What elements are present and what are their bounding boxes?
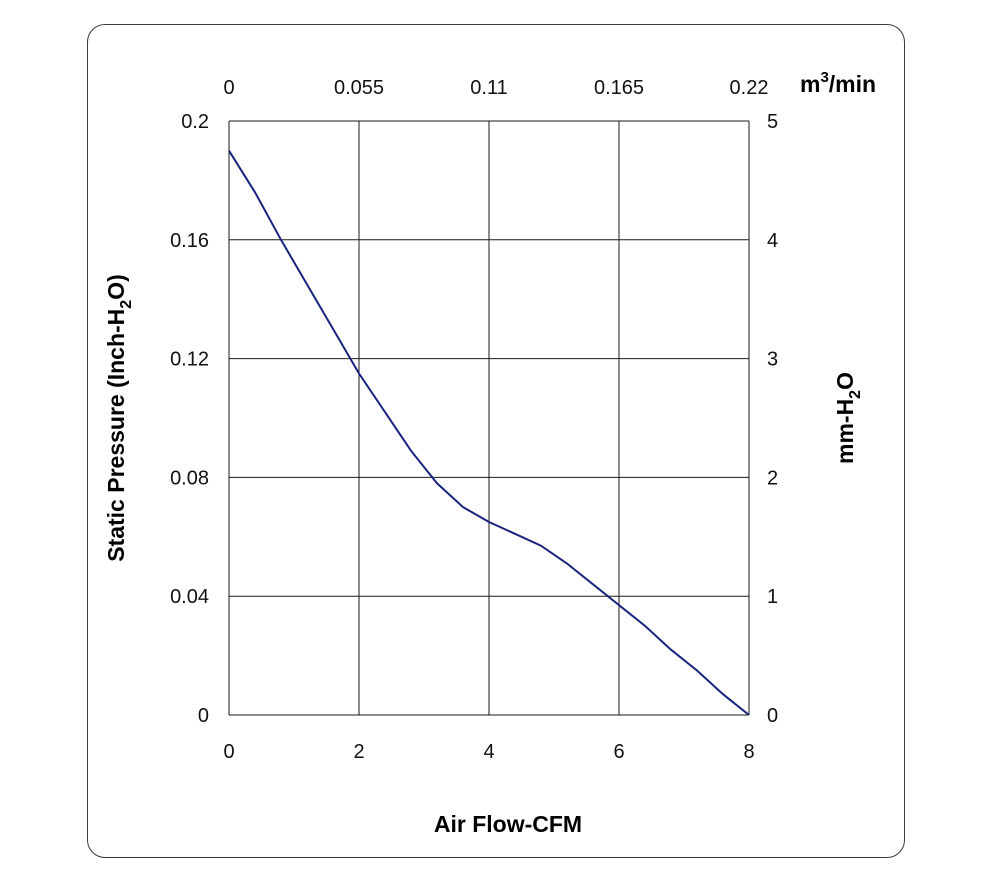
y-tick-label: 0.2 [181,111,209,133]
y2-axis-title-sub: 2 [847,390,864,399]
top-axis-unit: m3/min [800,69,876,97]
y-tick-label: 0 [198,705,209,727]
x-tick-label: 4 [483,741,494,763]
y2-axis-title: mm-H2O [832,372,864,464]
grid-layer [228,120,750,716]
y-axis-title: Static Pressure (Inch-H2O) [103,274,135,562]
x-axis-title: Air Flow-CFM [434,811,582,837]
x2-tick-label: 0.165 [594,77,644,99]
x2-tick-label: 0.055 [334,77,384,99]
top-axis-unit-tail: /min [829,71,876,97]
x-tick-label: 2 [353,741,364,763]
x-tick-label: 6 [613,741,624,763]
x-tick-label: 8 [743,741,754,763]
y-tick-label: 0.08 [170,467,209,489]
x2-tick-label: 0.22 [730,77,769,99]
y-axis-title-main: Static Pressure (Inch-H [103,309,129,562]
y2-tick-label: 0 [767,705,778,727]
y-axis-title-sub: 2 [118,300,135,309]
x-tick-label: 0 [223,741,234,763]
y-tick-label: 0.04 [170,586,209,608]
top-axis-unit-main: m [800,71,820,97]
y-axis-title-tail: O) [103,274,129,300]
y-tick-label: 0.12 [170,349,209,371]
y2-tick-label: 1 [767,586,778,608]
y2-tick-label: 5 [767,111,778,133]
x2-tick-label: 0.11 [470,77,507,99]
x2-tick-label: 0 [223,77,234,99]
y2-tick-label: 3 [767,349,778,371]
y2-tick-label: 4 [767,230,778,252]
y2-tick-label: 2 [767,467,778,489]
y2-axis-title-main: mm-H [832,399,858,464]
y-tick-label: 0.16 [170,230,209,252]
chart-frame [87,24,905,858]
top-axis-unit-sup: 3 [820,69,828,86]
y2-axis-title-tail: O [832,372,858,390]
pressure-flow-curve [228,150,750,716]
